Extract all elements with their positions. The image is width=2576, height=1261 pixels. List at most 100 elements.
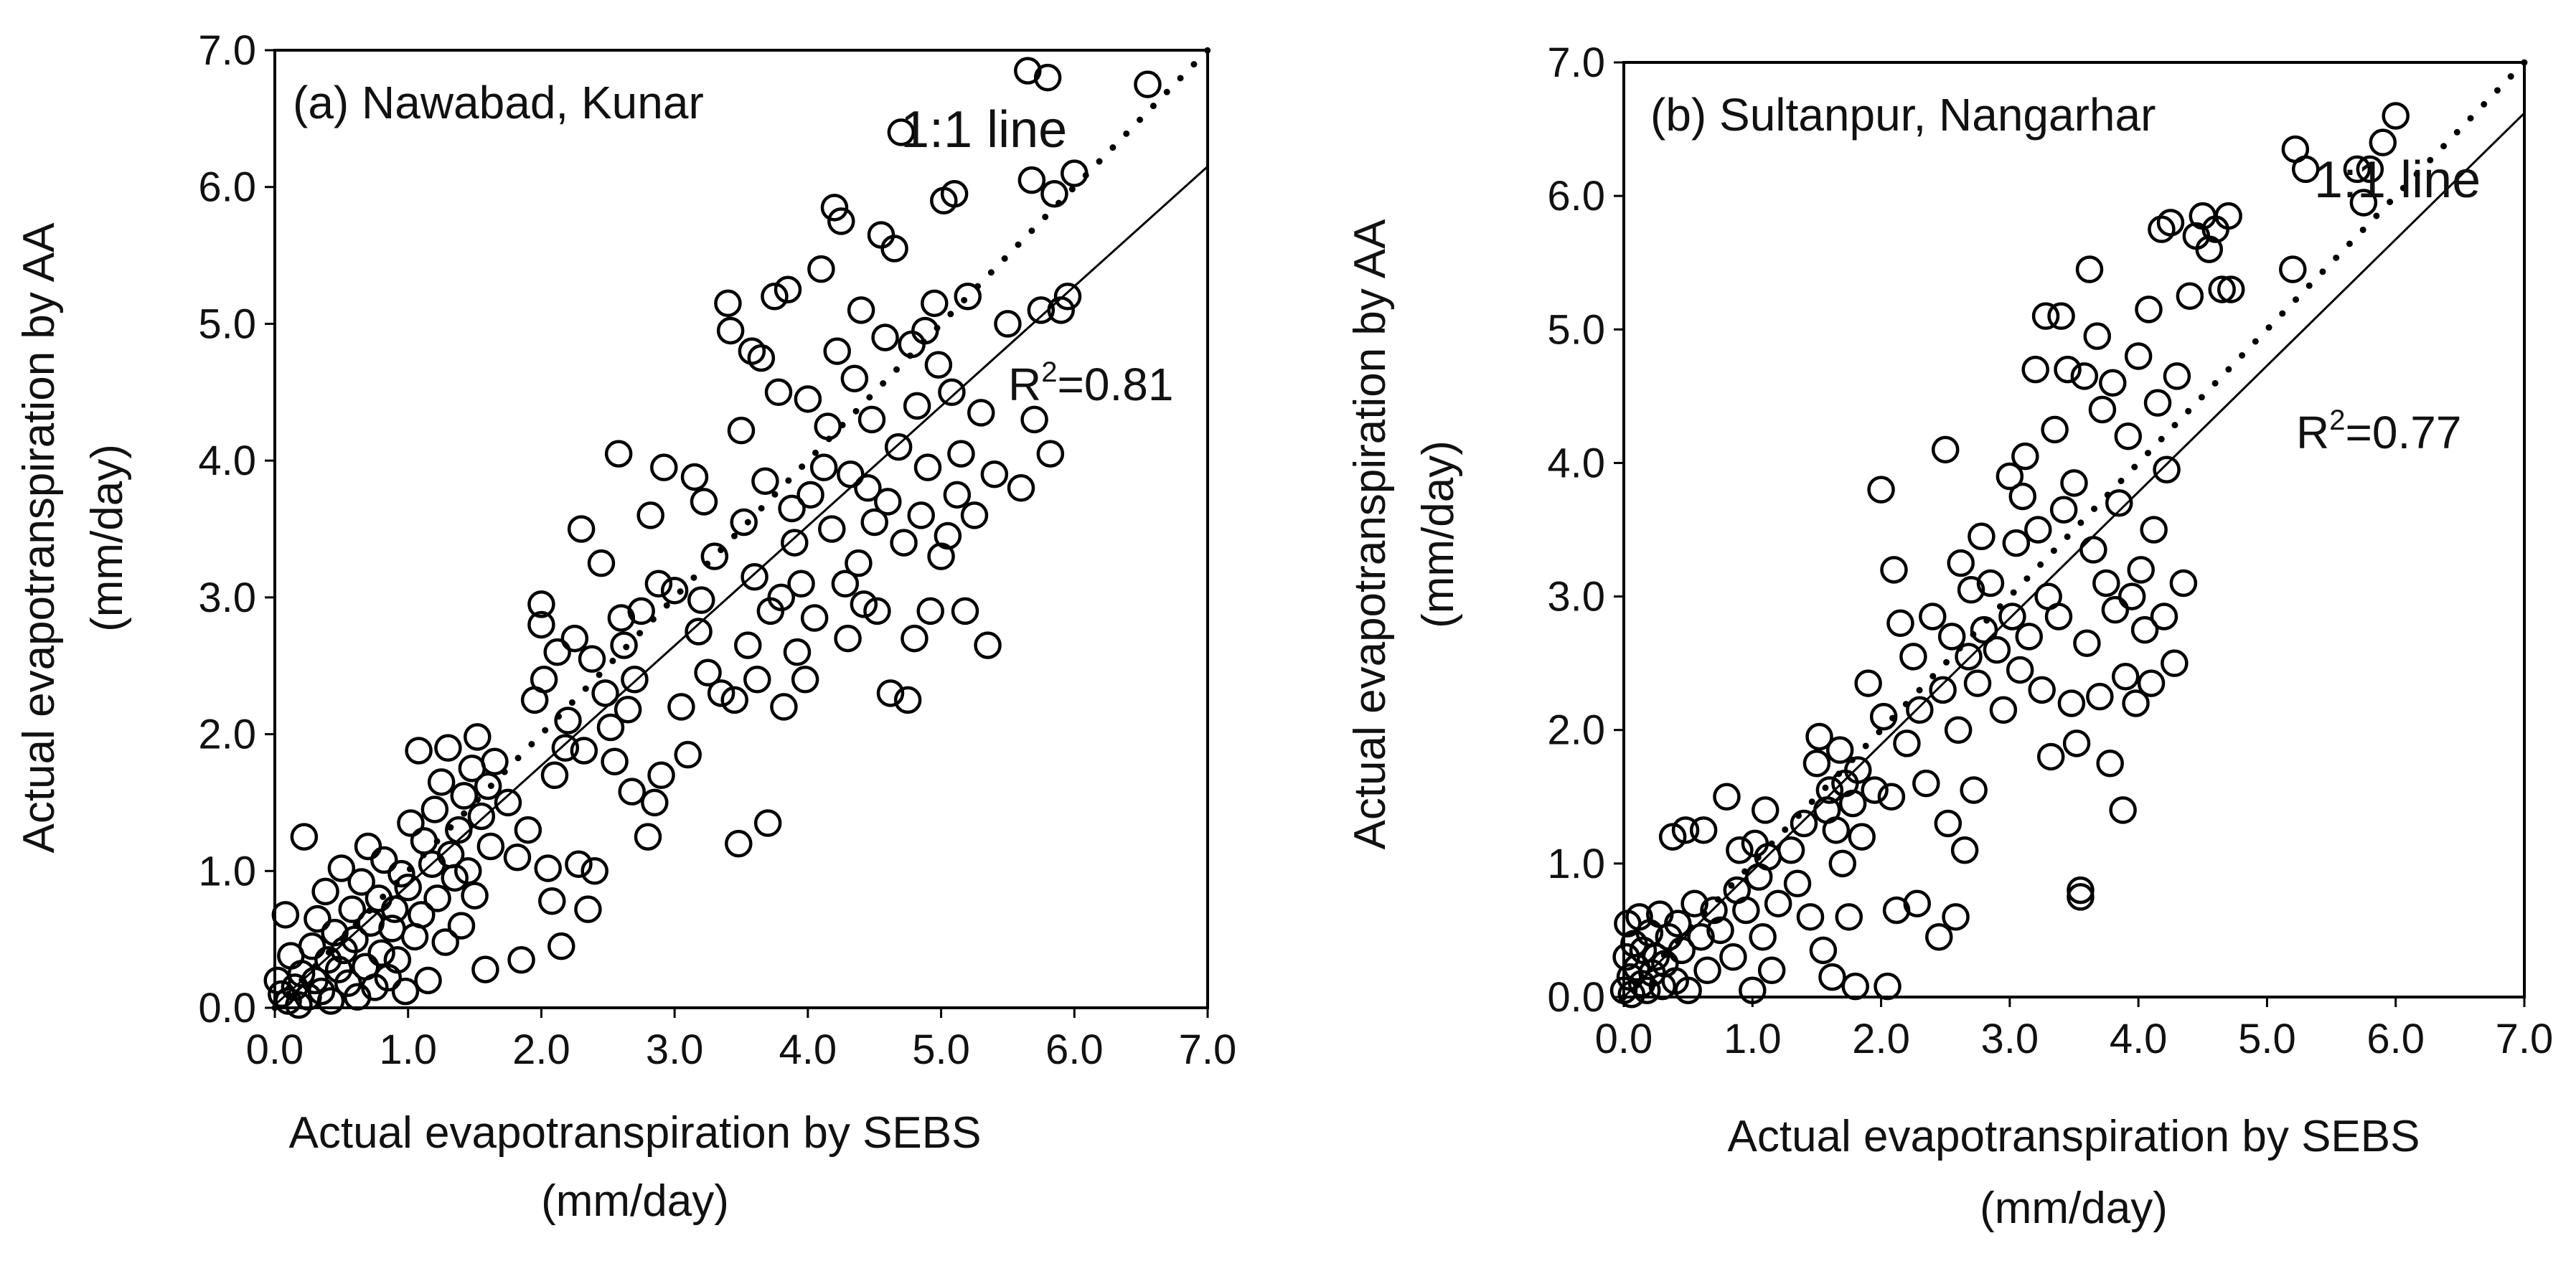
data-point	[570, 737, 598, 765]
data-point	[674, 740, 702, 769]
data-point	[1998, 603, 2026, 630]
data-point	[1732, 896, 1760, 925]
data-point	[716, 316, 745, 345]
data-point	[809, 453, 838, 481]
data-point	[874, 488, 902, 516]
data-point	[1848, 823, 1876, 851]
data-point	[601, 747, 629, 775]
data-point	[660, 577, 689, 605]
data-point	[2143, 389, 2172, 417]
x-tick-label: 3.0	[646, 1026, 704, 1073]
data-point	[857, 405, 886, 434]
data-point	[327, 854, 356, 882]
data-point	[527, 590, 555, 618]
data-point	[2349, 189, 2378, 217]
y-tick-label: 1.0	[198, 848, 256, 894]
data-point	[860, 508, 888, 537]
y-tick-label: 2.0	[1547, 707, 1605, 754]
data-point	[1942, 903, 1970, 931]
data-point	[884, 433, 913, 461]
y-tick-label: 2.0	[198, 712, 256, 758]
data-point	[2041, 415, 2069, 444]
data-point	[907, 501, 935, 529]
data-point	[1886, 609, 1914, 638]
data-point	[644, 570, 673, 598]
data-point	[2153, 455, 2181, 483]
data-point	[405, 737, 433, 765]
data-point	[1751, 796, 1780, 824]
data-point	[578, 645, 606, 673]
data-point	[1017, 166, 1046, 194]
data-point	[2343, 155, 2371, 184]
data-point	[408, 901, 436, 929]
x-tick-label: 0.0	[1595, 1016, 1653, 1062]
data-point	[903, 392, 931, 420]
data-point	[834, 624, 862, 653]
data-point	[867, 221, 896, 249]
data-point	[554, 707, 582, 735]
data-point	[2217, 275, 2245, 303]
data-point	[1671, 816, 1700, 844]
data-point	[1134, 70, 1162, 98]
data-point	[1818, 963, 1846, 991]
data-point	[2161, 649, 2189, 677]
data-point	[1629, 936, 1658, 965]
y-tick-label: 6.0	[198, 164, 256, 211]
data-point	[916, 597, 944, 625]
data-point	[1955, 643, 1983, 671]
data-point	[1867, 476, 1895, 504]
data-point	[503, 843, 532, 872]
data-point	[634, 823, 662, 851]
x-tick-label: 7.0	[2496, 1016, 2554, 1062]
data-point	[743, 666, 771, 694]
data-point	[831, 570, 860, 598]
data-point	[567, 515, 596, 543]
y-tick-label: 5.0	[198, 301, 256, 347]
data-point	[1968, 522, 1996, 551]
data-point	[1899, 643, 1927, 671]
data-point	[730, 508, 758, 537]
data-point	[2028, 676, 2056, 704]
data-point	[476, 832, 505, 861]
y-tick-label: 5.0	[1547, 306, 1605, 353]
data-point	[1828, 849, 1857, 878]
data-point	[2163, 362, 2191, 390]
x-axis-label: Actual evapotranspiration by SEBS	[289, 1108, 982, 1158]
data-point	[2111, 663, 2140, 691]
data-point	[621, 666, 649, 694]
data-point	[1931, 435, 1960, 464]
data-point	[2137, 669, 2166, 697]
data-point	[1796, 903, 1825, 931]
data-point	[1027, 296, 1056, 324]
data-point	[397, 809, 425, 837]
data-point	[845, 549, 873, 577]
plot-frame	[273, 49, 1209, 1009]
data-point	[1903, 889, 1932, 917]
plot-frame	[1622, 61, 2526, 998]
data-point	[304, 905, 332, 933]
data-point	[461, 882, 489, 910]
data-point	[580, 857, 608, 885]
regression-line	[273, 165, 1209, 1006]
data-point	[1822, 816, 1851, 844]
y-tick-label: 0.0	[1547, 974, 1605, 1021]
data-point	[1693, 956, 1721, 985]
data-point	[2208, 275, 2236, 303]
data-point	[807, 255, 835, 283]
data-point	[2114, 422, 2143, 450]
data-point	[890, 529, 918, 557]
data-point	[1033, 63, 1062, 92]
data-point	[2156, 209, 2185, 237]
data-point	[1633, 976, 1661, 1004]
data-point	[2060, 469, 2088, 497]
data-point	[641, 788, 669, 817]
data-point	[2049, 496, 2078, 524]
data-point	[2070, 362, 2099, 390]
data-point	[574, 895, 602, 923]
x-tick-label: 6.0	[2366, 1016, 2425, 1062]
data-point	[1700, 896, 1728, 925]
data-point	[423, 884, 451, 912]
panel-title: (b) Sultanpur, Nangarhar	[1650, 89, 2156, 141]
data-point	[2036, 742, 2065, 771]
